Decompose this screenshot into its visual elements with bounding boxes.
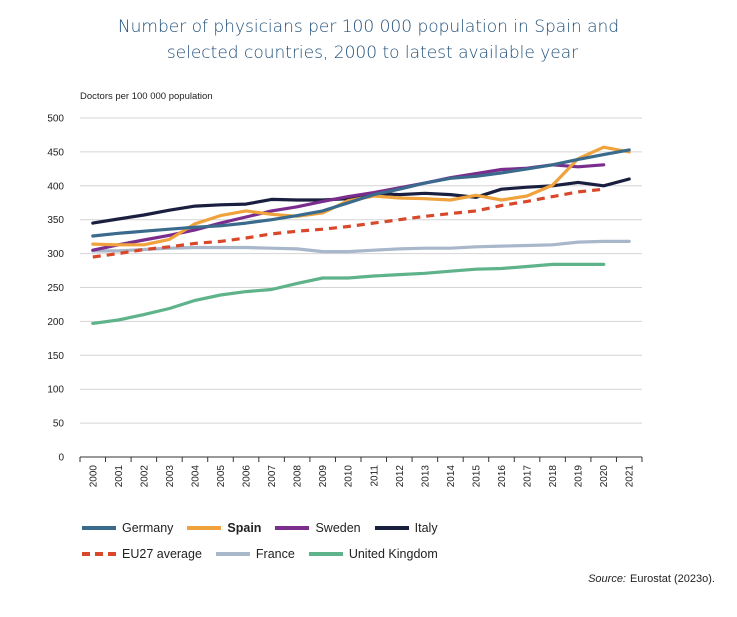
x-tick-label: 2012 — [395, 465, 406, 488]
legend: Germany Spain Sweden Italy EU27 average Fran… — [82, 515, 452, 567]
x-tick-label: 2021 — [625, 465, 636, 488]
x-tick-label: 2005 — [216, 465, 227, 488]
y-axis: 0 50 100 150 200 250 300 350 400 450 500 — [47, 114, 64, 464]
x-tick-label: 2014 — [446, 465, 457, 488]
series-line-eu27-average — [92, 187, 604, 259]
y-tick-label: 400 — [47, 181, 64, 192]
legend-swatch — [187, 526, 222, 530]
series-line-france — [91, 239, 631, 254]
x-tick-label: 2015 — [471, 465, 482, 488]
y-tick-label: 300 — [47, 249, 64, 260]
legend-swatch — [374, 526, 409, 530]
x-tick-label: 2002 — [139, 465, 150, 488]
legend-label: France — [255, 547, 295, 561]
y-axis-label: Doctors per 100 000 population — [80, 91, 213, 102]
legend-item-france: France — [215, 547, 295, 561]
x-tick-label: 2011 — [369, 465, 380, 487]
legend-label: Sweden — [315, 521, 361, 535]
x-tick-label: 2007 — [267, 465, 278, 488]
legend-row: Germany Spain Sweden Italy — [82, 515, 452, 541]
series-line-sweden — [91, 163, 606, 252]
y-tick-label: 450 — [47, 147, 64, 158]
chart-title-line-1: Number of physicians per 100 000 populat… — [117, 17, 620, 37]
y-tick-label: 150 — [47, 351, 64, 362]
x-tick-label: 2000 — [88, 465, 99, 488]
legend-item-germany: Germany — [82, 521, 173, 535]
x-tick-label: 2004 — [190, 465, 201, 488]
x-tick-label: 2006 — [242, 465, 253, 488]
x-tick-label: 2013 — [420, 465, 431, 488]
legend-label: Germany — [122, 521, 174, 535]
x-axis: 2000 2001 2002 2003 2004 2005 2006 2007 2008 2009… — [79, 456, 643, 488]
series-line-united-kingdom — [91, 262, 606, 325]
legend-swatch — [215, 552, 250, 556]
y-tick-label: 0 — [58, 453, 64, 464]
legend-swatch — [275, 526, 310, 530]
legend-item-eu27-average: EU27 average — [82, 547, 202, 561]
source-label: Source: — [588, 573, 626, 585]
series-line-germany — [91, 148, 631, 238]
source-text: Eurostat (2023o). — [630, 573, 715, 585]
legend-item-united-kingdom: United Kingdom — [308, 547, 438, 561]
legend-item-spain: Spain — [187, 521, 261, 535]
y-tick-label: 100 — [47, 385, 64, 396]
legend-label: Spain — [227, 521, 262, 535]
y-tick-label: 250 — [47, 283, 64, 294]
legend-item-italy: Italy — [374, 521, 438, 535]
legend-label: United Kingdom — [348, 547, 438, 561]
legend-swatch — [308, 552, 343, 556]
legend-label: Italy — [414, 521, 438, 535]
legend-item-sweden: Sweden — [275, 521, 361, 535]
source-note: Source: Eurostat (2023o). — [588, 573, 715, 585]
x-tick-label: 2008 — [293, 465, 304, 488]
grid — [80, 117, 642, 424]
legend-label: EU27 average — [122, 547, 202, 561]
x-tick-label: 2001 — [114, 465, 125, 488]
x-tick-label: 2018 — [548, 465, 559, 488]
x-tick-label: 2010 — [344, 465, 355, 488]
x-tick-label: 2009 — [318, 465, 329, 488]
y-tick-label: 50 — [53, 419, 65, 430]
legend-swatch — [82, 526, 116, 530]
legend-row: EU27 average France United Kingdom — [82, 541, 452, 567]
x-tick-label: 2016 — [497, 465, 508, 488]
y-tick-label: 350 — [47, 215, 64, 226]
chart-title: Number of physicians per 100 000 populat… — [0, 14, 737, 66]
x-tick-label: 2020 — [599, 465, 610, 488]
series-group — [91, 145, 631, 325]
chart-title-line-2: selected countries, 2000 to latest avail… — [166, 43, 579, 63]
x-tick-label: 2017 — [523, 465, 534, 488]
y-tick-label: 200 — [47, 317, 64, 328]
x-tick-label: 2003 — [165, 465, 176, 488]
x-tick-label: 2019 — [574, 465, 585, 488]
legend-swatch — [82, 552, 116, 556]
y-tick-label: 500 — [47, 114, 64, 125]
